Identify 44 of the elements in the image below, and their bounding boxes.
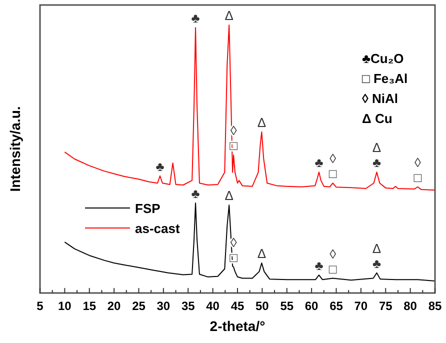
annotation: ♣ (156, 158, 165, 174)
annotation: Δ (224, 188, 234, 204)
annotation: Δ (224, 8, 234, 23)
annotation: ♣ (314, 258, 324, 274)
x-tick-label: 75 (378, 299, 393, 313)
x-tick-label: 45 (230, 299, 244, 313)
annotation: Δ (372, 140, 382, 156)
x-tick-label: 65 (330, 299, 344, 313)
y-axis-title: Intensity/a.u. (7, 106, 23, 192)
x-tick-label: 80 (404, 299, 418, 313)
x-tick-label: 55 (280, 299, 294, 313)
x-tick-label: 50 (256, 299, 270, 313)
annotation: ♣ (314, 155, 324, 170)
annotation: □ (328, 261, 337, 276)
annotation: ◊ (330, 151, 337, 166)
x-tick-label: 25 (132, 299, 146, 313)
annotation: Δ Cu (362, 111, 392, 126)
x-tick-label: 70 (354, 299, 368, 313)
annotation: Δ (257, 114, 266, 130)
x-tick-label: 20 (107, 299, 122, 313)
annotation: □ (414, 170, 422, 185)
annotation: ◊ (414, 154, 422, 170)
annotation: ♣ (191, 186, 200, 201)
annotation: ♣ (191, 10, 200, 26)
annotation: Δ (257, 246, 266, 261)
x-tick-label: 5 (36, 299, 44, 313)
annotation: ♣ (372, 155, 382, 170)
legend-label: as-cast (135, 221, 180, 236)
annotation: Δ (372, 240, 382, 256)
x-tick-label: 60 (304, 299, 319, 313)
annotation: ♣Cu₂O (362, 51, 404, 66)
x-tick-label: 85 (428, 299, 442, 313)
annotation: ♣ (372, 256, 382, 271)
annotation: □ Fe₃Al (362, 71, 408, 86)
annotation: ◊ (330, 246, 337, 262)
x-tick-label: 40 (206, 299, 220, 313)
x-tick-label: 15 (82, 299, 96, 313)
x-tick-label: 10 (58, 299, 72, 313)
x-tick-label: 35 (181, 299, 196, 313)
legend-label: FSP (135, 201, 161, 216)
annotation: ◊ NiAl (362, 91, 398, 106)
annotation: □ (328, 166, 337, 182)
x-axis-title: 2-theta/° (210, 318, 266, 334)
x-tick-label: 30 (156, 299, 170, 313)
